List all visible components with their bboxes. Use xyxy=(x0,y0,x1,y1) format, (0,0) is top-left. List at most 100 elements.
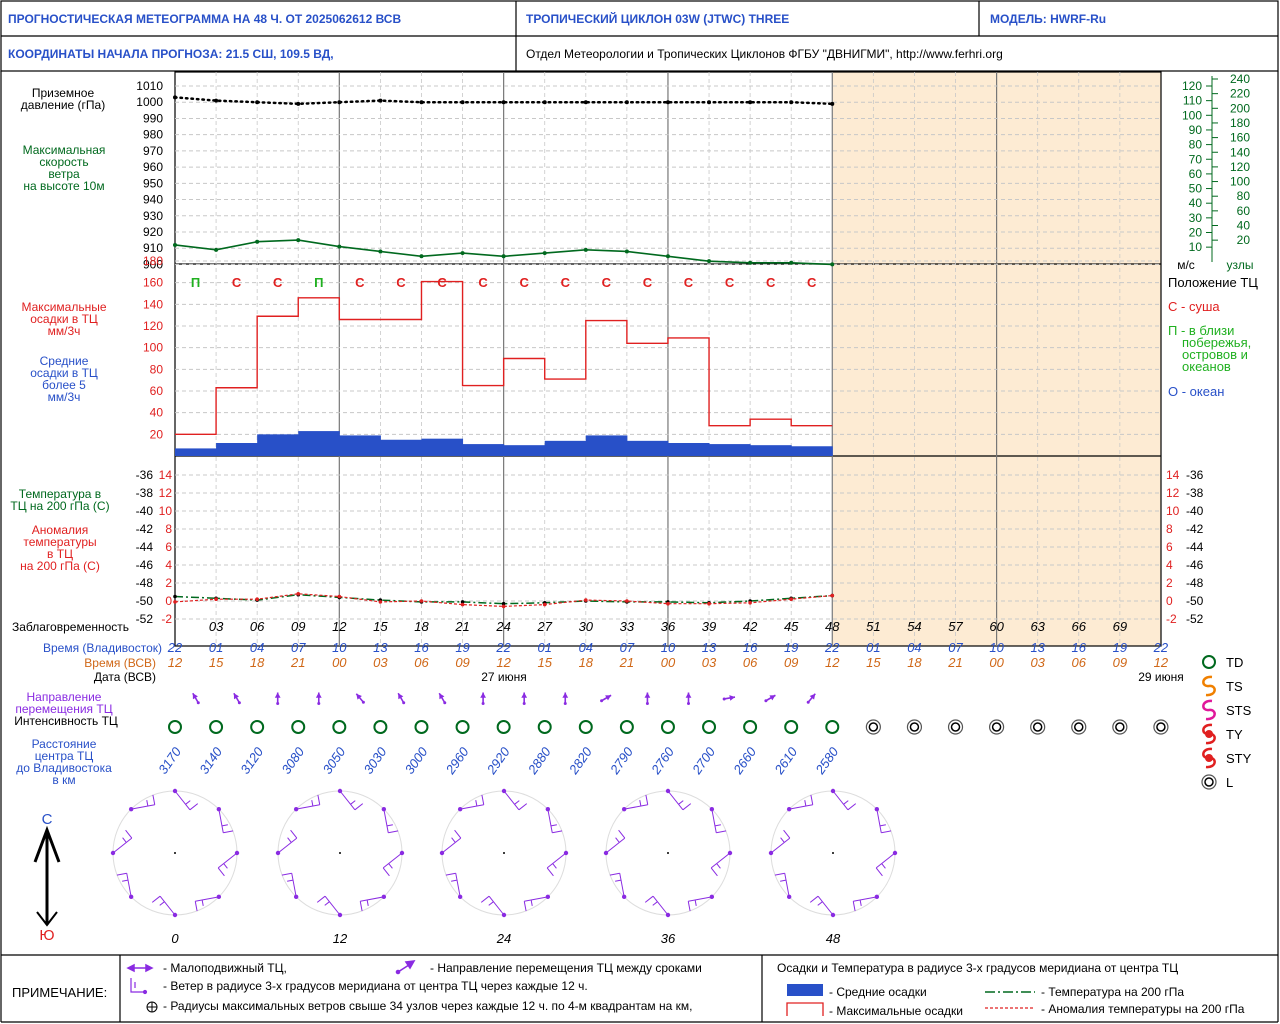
mean-precip-bar xyxy=(421,438,464,456)
lead-tick: 18 xyxy=(414,619,429,634)
wind-barb-shaft xyxy=(503,790,520,811)
time-utc: 06 xyxy=(743,655,758,670)
wind-barb-flag xyxy=(388,863,393,869)
distance-value: 3170 xyxy=(155,744,184,777)
anomaly-point xyxy=(460,602,465,607)
distance-value: 2820 xyxy=(565,744,595,778)
wind-barb-flag xyxy=(552,863,557,869)
direction-arrow-head xyxy=(809,693,816,700)
wind-point xyxy=(830,262,835,267)
wind-barb-flag xyxy=(488,901,494,906)
legend-anom: - Аномалия температуры на 200 гПа xyxy=(1041,1002,1245,1016)
wind-barb-shaft xyxy=(688,896,712,902)
time-vlad: 22 xyxy=(495,640,511,655)
direction-arrow-tail xyxy=(402,701,406,705)
lead-tick: 24 xyxy=(495,619,510,634)
time-utc-label: Время (ВСВ) xyxy=(84,656,156,670)
direction-label: Направление xyxy=(27,690,102,704)
pressure-label: Приземное xyxy=(32,86,95,100)
wind-barb-shaft xyxy=(876,809,882,833)
intensity-td-icon xyxy=(414,720,429,734)
legend-stationary: - Малоподвижный ТЦ, xyxy=(163,961,287,975)
direction-arrow-tail xyxy=(522,702,526,705)
anomaly-point xyxy=(173,600,177,604)
distance-value: 3030 xyxy=(361,744,390,777)
mean-precip-bar xyxy=(462,444,505,456)
time-utc: 18 xyxy=(250,655,265,670)
wind-barb-flag xyxy=(481,794,485,805)
lead-tick: 06 xyxy=(250,619,265,634)
mean-precip-bar xyxy=(750,445,792,456)
department-credit: Отдел Метеорологии и Тропических Циклоно… xyxy=(526,47,1003,61)
wind-barb-shaft xyxy=(546,852,567,869)
distance-value: 2580 xyxy=(812,744,842,778)
wind-barb-shaft xyxy=(126,873,132,897)
intensity-legend-label: STS xyxy=(1226,703,1252,718)
time-vlad-label: Время (Владивосток) xyxy=(43,641,162,655)
anomaly-point xyxy=(625,599,629,603)
temp-tick-right: 8 xyxy=(1166,522,1173,536)
time-utc: 03 xyxy=(702,655,717,670)
intensity-low-inner xyxy=(1115,722,1125,732)
anomaly-point xyxy=(707,601,711,606)
wind-units-ms: м/с xyxy=(1177,258,1195,272)
wind-label: скорость xyxy=(39,155,88,169)
mean-precip-bar xyxy=(216,443,258,456)
temp-tick-right: 6 xyxy=(1166,540,1173,554)
time-vlad: 13 xyxy=(702,640,717,655)
time-utc: 15 xyxy=(866,655,881,670)
wind-kt-tick: 140 xyxy=(1230,145,1250,159)
wind-barb-shaft xyxy=(441,837,462,854)
anomaly-label: температуры xyxy=(23,535,96,549)
legend-radii: - Радиусы максимальных ветров свыше 34 у… xyxy=(163,999,692,1013)
anomaly-point xyxy=(501,604,506,609)
time-utc: 00 xyxy=(661,655,676,670)
distance-value: 3120 xyxy=(237,744,266,777)
direction-arrow-icon xyxy=(315,692,322,705)
position-coast: океанов xyxy=(1182,359,1231,374)
position-mark: С xyxy=(396,275,406,290)
distance-value: 2790 xyxy=(606,744,636,778)
direction-arrow-head xyxy=(480,692,486,698)
wind-point xyxy=(255,239,260,244)
wind-barb-shaft xyxy=(770,837,791,854)
intensity-td-icon xyxy=(660,720,675,734)
wind-barb-flag xyxy=(714,824,721,827)
direction-arrow-head xyxy=(521,692,528,698)
legend-note: ПРИМЕЧАНИЕ: xyxy=(12,985,107,1000)
intensity-td-icon xyxy=(743,720,758,734)
wind-barb-shaft xyxy=(605,837,626,854)
wind-barb-flag xyxy=(159,901,165,906)
wind-kt-tick: 20 xyxy=(1237,233,1251,247)
wind-barb-flag xyxy=(445,872,456,876)
pressure-point xyxy=(296,101,301,106)
wind-barb-flag xyxy=(281,872,292,876)
anomaly-point xyxy=(542,602,547,607)
intensity-legend-label: TD xyxy=(1226,655,1243,670)
lead-tick: 63 xyxy=(1030,619,1045,634)
wind-kt-tick: 100 xyxy=(1230,175,1250,189)
distance-value: 2760 xyxy=(648,744,678,778)
wind-rose-hour: 36 xyxy=(661,931,676,946)
wind-kt-tick: 120 xyxy=(1230,160,1250,174)
anomaly-tick: -42 xyxy=(136,522,154,536)
lead-tick: 42 xyxy=(743,619,758,634)
wind-barb-flag xyxy=(223,863,228,869)
mean-precip-bar xyxy=(544,440,587,456)
temp200-label: Температура в xyxy=(19,487,101,501)
pressure-label: давление (гПа) xyxy=(21,98,105,112)
direction-arrow-icon xyxy=(233,692,241,705)
distance-label: в км xyxy=(52,773,75,787)
pressure-tick: 930 xyxy=(143,209,163,223)
time-utc: 15 xyxy=(209,655,224,670)
wind-barb-flag xyxy=(152,794,156,805)
time-vlad: 01 xyxy=(209,640,223,655)
lead-tick: 27 xyxy=(536,619,552,634)
time-vlad: 22 xyxy=(1153,640,1169,655)
mean-precip-bar xyxy=(503,445,546,456)
wind-point xyxy=(296,238,301,243)
direction-arrow-head xyxy=(192,693,198,700)
wind-barb-flag xyxy=(290,829,298,839)
time-utc: 15 xyxy=(537,655,552,670)
wind-barb-flag xyxy=(682,803,692,811)
